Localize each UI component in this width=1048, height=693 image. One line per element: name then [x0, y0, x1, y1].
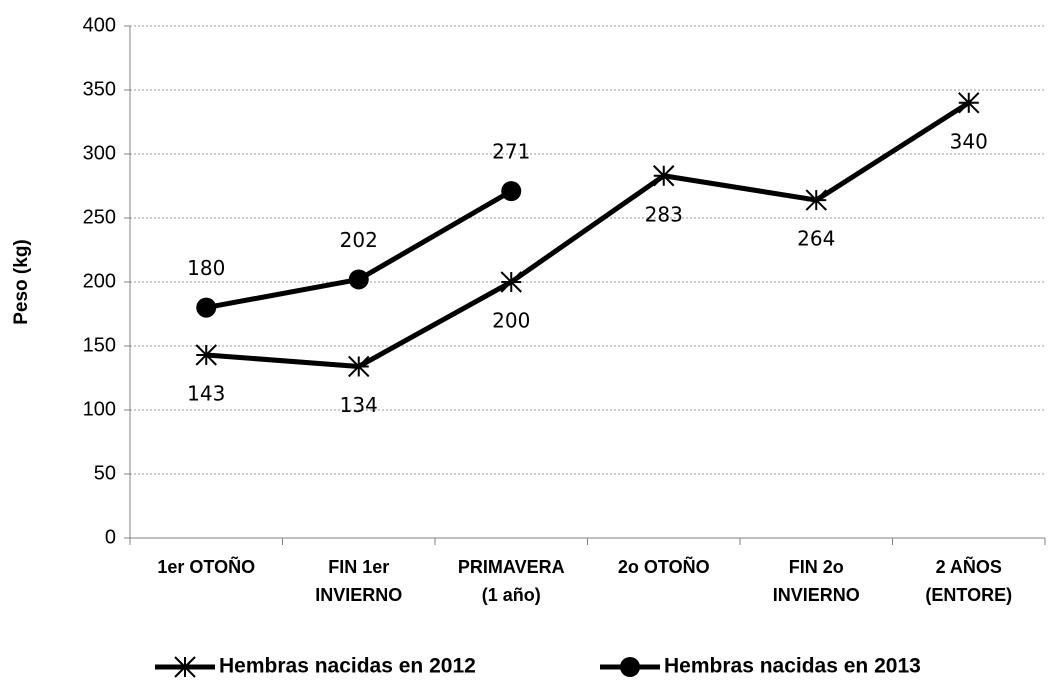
point: [501, 181, 522, 202]
x-tick-label: FIN 1er INVIERNO: [315, 557, 402, 605]
value-label: 271: [492, 140, 530, 164]
y-tick-label: 350: [83, 78, 116, 100]
point: [653, 165, 675, 187]
point: [195, 344, 217, 366]
x-tick-label: FIN 2o INVIERNO: [773, 557, 860, 605]
value-label: 134: [340, 393, 378, 417]
y-tick-label: 400: [83, 14, 116, 36]
legend-label: Hembras nacidas en 2012: [219, 655, 476, 678]
y-tick-label: 100: [83, 398, 116, 420]
point: [196, 297, 217, 318]
star-stroke: [174, 656, 196, 678]
point: [805, 189, 827, 211]
star-stroke: [653, 165, 675, 187]
point: [958, 92, 980, 114]
value-label: 264: [797, 227, 835, 251]
y-axis-label: Peso (kg): [11, 239, 32, 325]
x-tick-label: 2o OTOÑO: [618, 556, 710, 577]
y-tick-label: 300: [83, 142, 116, 164]
point: [500, 271, 522, 293]
series-line: [206, 100, 971, 369]
x-tick-label: 2 AÑOS (ENTORE): [925, 556, 1012, 605]
value-label: 340: [950, 129, 988, 153]
point: [348, 269, 369, 290]
y-tick-label: 0: [105, 526, 116, 548]
value-label: 283: [645, 202, 683, 226]
value-label: 180: [187, 256, 225, 280]
star-stroke: [805, 189, 827, 211]
point: [348, 355, 370, 378]
y-tick-label: 200: [83, 270, 116, 292]
value-label: 200: [492, 309, 530, 333]
point: [174, 656, 196, 678]
y-tick-label: 250: [83, 206, 116, 228]
star-stroke: [195, 344, 217, 366]
value-label: 143: [187, 381, 225, 405]
x-tick-label: 1er OTOÑO: [157, 556, 255, 577]
legend-label: Hembras nacidas en 2013: [664, 655, 921, 678]
star-stroke: [958, 92, 980, 114]
star-stroke: [348, 355, 370, 378]
y-tick-label: 50: [94, 462, 116, 484]
star-stroke: [500, 271, 522, 293]
point: [620, 657, 640, 677]
value-label: 202: [340, 228, 378, 252]
x-tick-label: PRIMAVERA (1 año): [458, 557, 565, 605]
y-tick-label: 150: [83, 334, 116, 356]
